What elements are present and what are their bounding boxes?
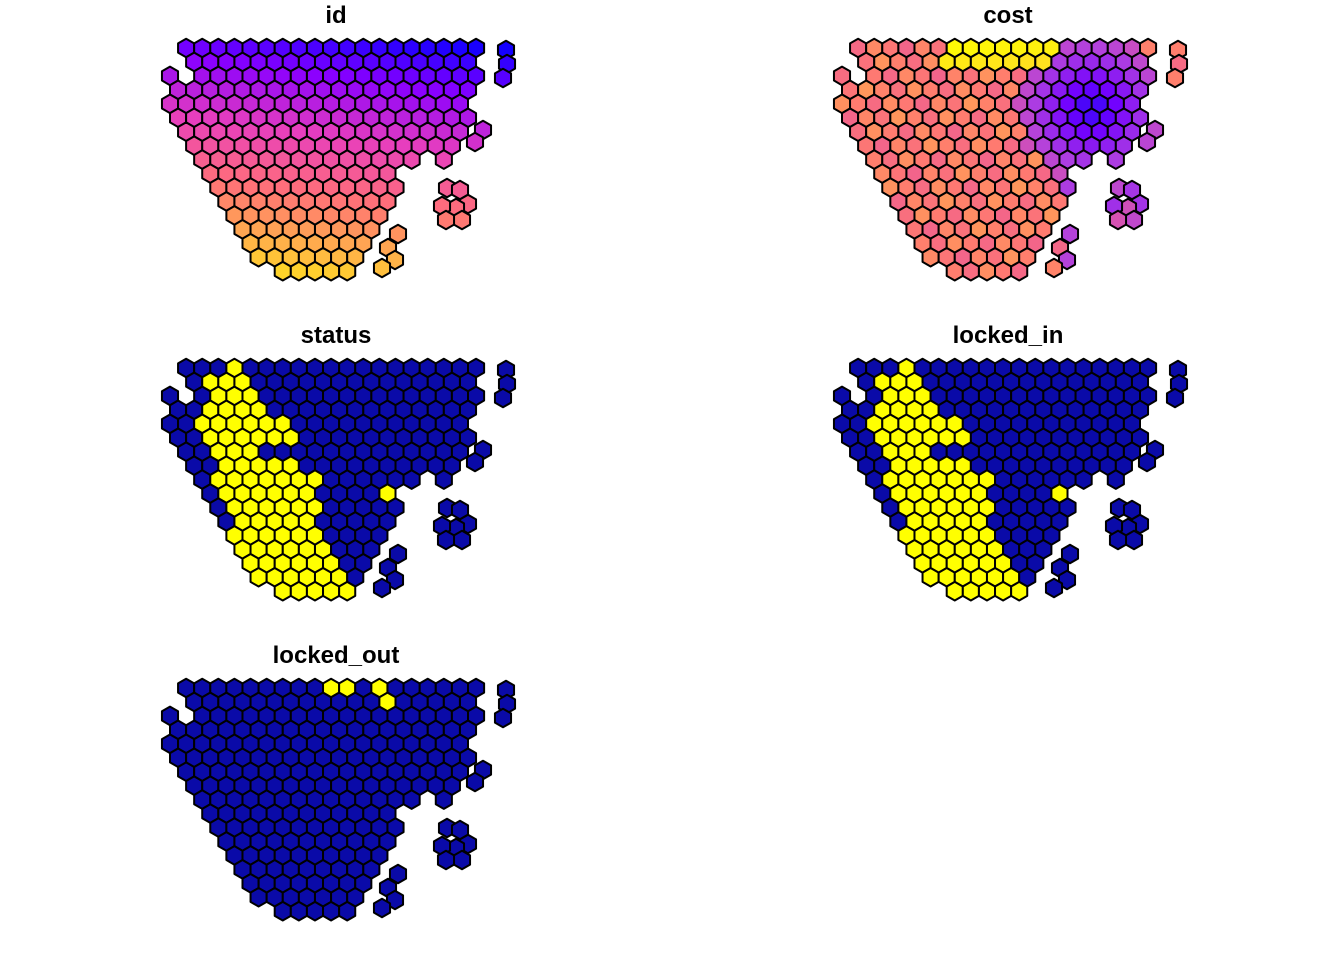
hex-cell [249,566,268,588]
hex-cell [305,260,325,282]
hex-cell [402,149,421,170]
hex-cell [465,771,485,793]
hex-cell [388,223,408,245]
panel-title: cost [983,2,1033,29]
hex-cell [289,900,308,922]
hexgrid-map [160,37,517,282]
hex-cell [1108,209,1128,231]
hex-cell [372,257,392,279]
hex-cell [1165,387,1185,409]
hex-cell [452,849,472,871]
hex-cell [249,886,268,908]
hex-cell [465,131,485,153]
hex-cell [402,789,421,810]
hex-cell [322,260,341,282]
hexgrid-map [832,37,1189,282]
hex-cell [305,900,325,922]
hex-cell [1010,260,1029,282]
hex-cell [493,387,513,409]
hex-cell [1010,580,1029,602]
map-panel-locked-in: locked_in [672,320,1344,640]
hex-cell [338,260,357,282]
hex-cell [434,149,453,170]
hex-cell [921,566,940,588]
hex-cell [322,580,341,602]
panel-title: locked_in [952,322,1064,349]
hex-cell [1108,529,1128,551]
hex-cell [1044,257,1064,279]
hex-cell [1124,209,1144,231]
panel-title: status [300,322,372,349]
hexgrid-map [160,357,517,602]
hex-cell [1060,223,1080,245]
hex-cell [493,707,513,729]
hex-cell [1044,577,1064,599]
map-panel-id: id [0,0,672,320]
hex-cell [452,529,472,551]
hex-cell [961,580,980,602]
hex-cell [994,580,1013,602]
hex-cell [388,543,408,565]
hexgrid-map [832,357,1189,602]
panel-title: locked_out [272,642,400,669]
hex-cell [977,580,997,602]
hex-cell [436,529,456,551]
hex-cell [1074,469,1093,490]
hex-cell [452,209,472,231]
hex-cell [273,580,292,602]
hex-cell [945,260,964,282]
hex-cell [322,900,341,922]
hex-cell [921,246,940,268]
hex-cell [994,260,1013,282]
hex-cell [434,469,453,490]
hex-cell [289,260,308,282]
hex-cell [465,451,485,473]
hex-cell [1137,131,1157,153]
hex-cell [493,67,513,89]
map-panel-locked-out: locked_out [0,640,672,960]
hex-cell [249,246,268,268]
hex-cell [434,789,453,810]
hex-cell [1106,469,1125,490]
hex-cell [977,260,997,282]
map-panel-cost: cost [672,0,1344,320]
hex-cell [289,580,308,602]
hex-cell [338,580,357,602]
hex-cell [1074,149,1093,170]
hex-cell [372,577,392,599]
hex-cell [388,863,408,885]
hex-cell [1060,543,1080,565]
hex-cell [1137,451,1157,473]
hex-cell [305,580,325,602]
hex-cell [1124,529,1144,551]
hex-cell [961,260,980,282]
panel-title: id [325,2,347,29]
hex-cell [945,580,964,602]
hex-cell [372,897,392,919]
hex-cell [1106,149,1125,170]
hexgrid-map [160,677,517,922]
hex-cell [436,849,456,871]
hex-cell [338,900,357,922]
hex-cell [273,900,292,922]
map-panel-status: status [0,320,672,640]
hex-cell [402,469,421,490]
hex-cell [273,260,292,282]
hex-cell [1165,67,1185,89]
hex-cell [436,209,456,231]
